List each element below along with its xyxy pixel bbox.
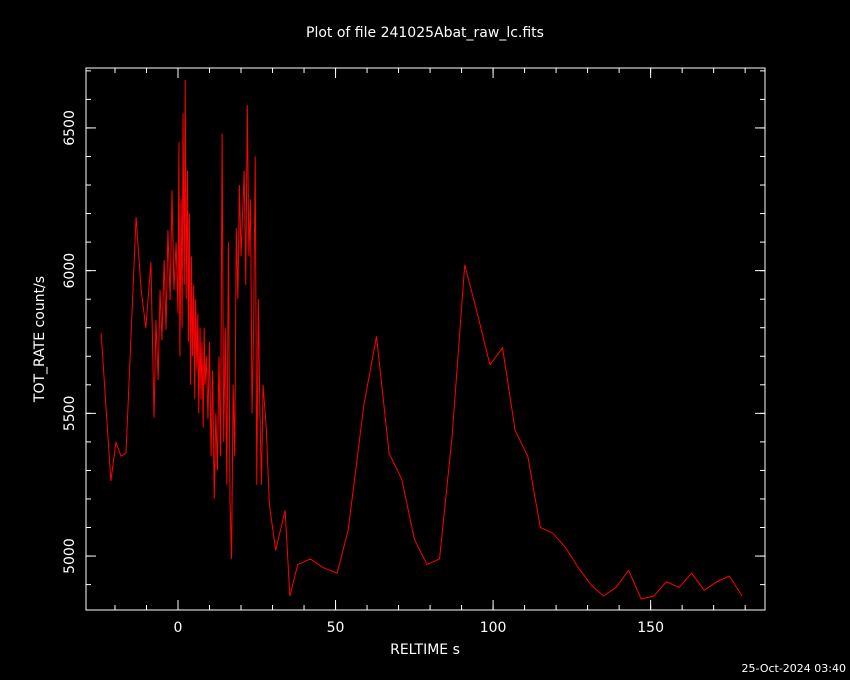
y-axis-label: TOT_RATE count/s [32, 276, 48, 403]
x-tick-label: 0 [174, 620, 183, 636]
x-tick-label: 100 [480, 620, 507, 636]
y-tick-label: 5000 [62, 538, 78, 574]
chart-title: Plot of file 241025Abat_raw_lc.fits [306, 25, 544, 41]
timestamp: 25-Oct-2024 03:40 [742, 662, 846, 675]
x-axis-label: RELTIME s [390, 642, 460, 658]
x-tick-label: 150 [637, 620, 664, 636]
x-tick-label: 50 [327, 620, 345, 636]
plot-frame [85, 67, 766, 611]
data-line [100, 79, 743, 600]
y-tick-label: 6000 [62, 253, 78, 289]
y-tick-label: 6500 [62, 110, 78, 146]
y-tick-label: 5500 [62, 396, 78, 432]
